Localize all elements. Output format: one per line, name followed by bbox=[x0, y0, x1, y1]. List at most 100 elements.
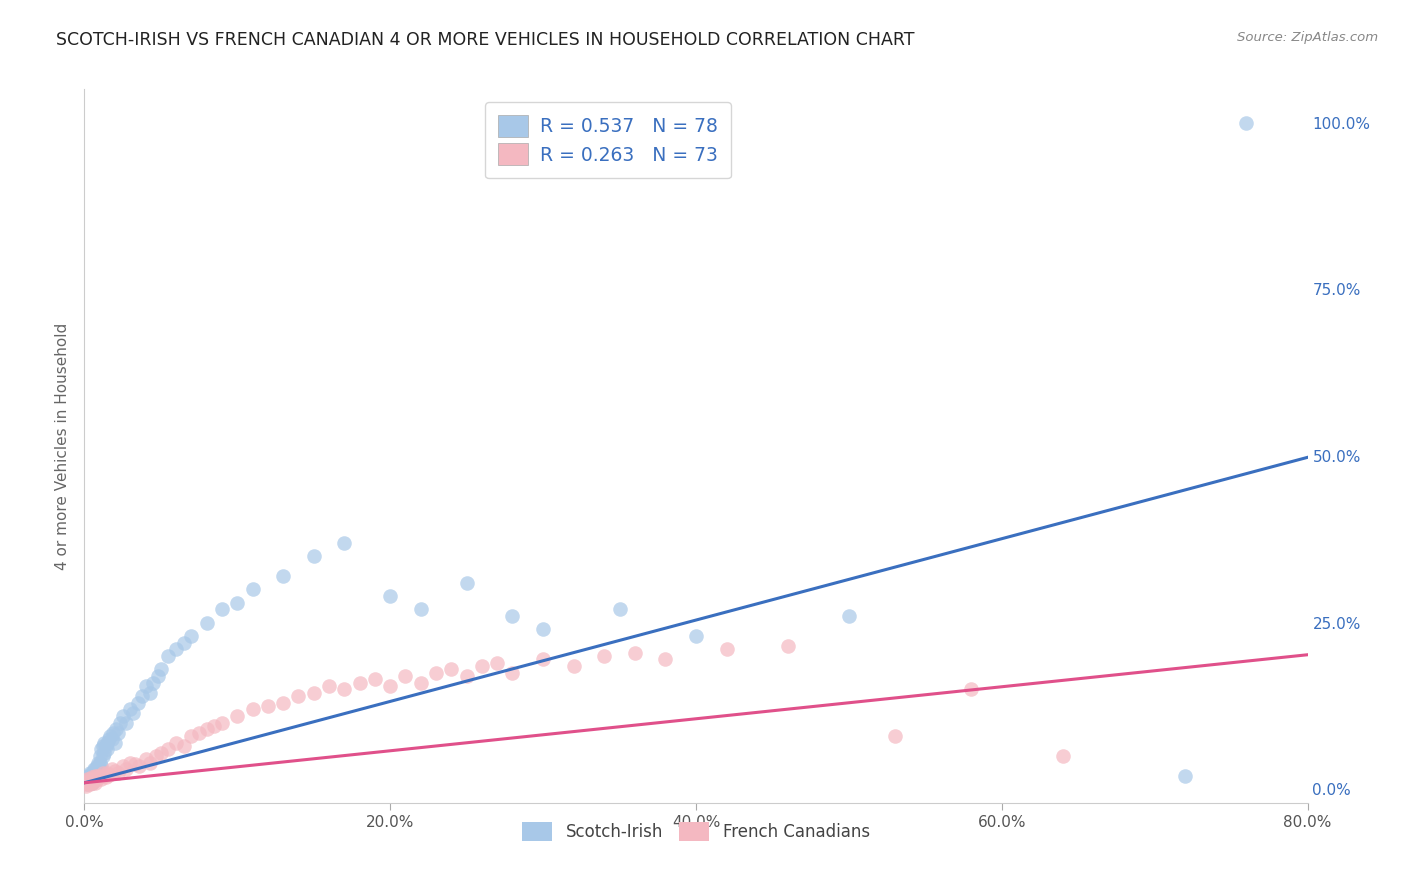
Point bbox=[83, 772, 105, 787]
Point bbox=[75, 772, 97, 787]
Point bbox=[83, 772, 105, 787]
Point bbox=[114, 763, 136, 777]
Point bbox=[87, 771, 110, 785]
Point bbox=[149, 746, 172, 760]
Point bbox=[157, 742, 180, 756]
Point bbox=[425, 665, 447, 680]
Point bbox=[114, 715, 136, 730]
Point bbox=[211, 602, 233, 616]
Point bbox=[84, 772, 107, 787]
Legend: Scotch-Irish, French Canadians: Scotch-Irish, French Canadians bbox=[516, 815, 876, 848]
Point bbox=[776, 639, 799, 653]
Point bbox=[76, 769, 98, 783]
Point bbox=[77, 776, 100, 790]
Point bbox=[76, 774, 98, 789]
Point bbox=[531, 623, 554, 637]
Point bbox=[104, 764, 127, 778]
Point bbox=[135, 679, 157, 693]
Point bbox=[79, 774, 101, 789]
Point bbox=[146, 669, 169, 683]
Point bbox=[77, 772, 100, 787]
Point bbox=[685, 629, 707, 643]
Point bbox=[75, 776, 97, 790]
Point bbox=[1174, 769, 1197, 783]
Point bbox=[76, 777, 98, 791]
Point bbox=[105, 723, 128, 737]
Point bbox=[98, 729, 121, 743]
Point bbox=[89, 769, 111, 783]
Point bbox=[79, 774, 101, 789]
Point bbox=[84, 776, 107, 790]
Point bbox=[271, 569, 294, 583]
Point bbox=[302, 549, 325, 563]
Y-axis label: 4 or more Vehicles in Household: 4 or more Vehicles in Household bbox=[55, 322, 70, 570]
Point bbox=[120, 756, 142, 770]
Point bbox=[101, 763, 124, 777]
Point bbox=[149, 662, 172, 676]
Point bbox=[87, 765, 110, 780]
Point bbox=[562, 659, 585, 673]
Point bbox=[211, 715, 233, 730]
Point bbox=[101, 732, 124, 747]
Point bbox=[180, 729, 202, 743]
Point bbox=[471, 659, 494, 673]
Point bbox=[409, 675, 432, 690]
Point bbox=[127, 696, 149, 710]
Point bbox=[1236, 115, 1258, 129]
Point bbox=[502, 665, 524, 680]
Point bbox=[89, 756, 111, 770]
Point bbox=[111, 709, 134, 723]
Point bbox=[380, 679, 402, 693]
Point bbox=[287, 689, 309, 703]
Point bbox=[90, 759, 112, 773]
Point bbox=[120, 702, 142, 716]
Point bbox=[86, 765, 108, 780]
Point bbox=[93, 736, 115, 750]
Point bbox=[76, 777, 98, 791]
Point bbox=[86, 769, 108, 783]
Point bbox=[80, 769, 103, 783]
Point bbox=[139, 756, 162, 770]
Point bbox=[94, 739, 117, 753]
Point bbox=[94, 771, 117, 785]
Point bbox=[79, 765, 101, 780]
Point bbox=[80, 772, 103, 787]
Point bbox=[122, 706, 145, 720]
Point bbox=[456, 575, 478, 590]
Point bbox=[135, 752, 157, 766]
Point bbox=[108, 715, 131, 730]
Point bbox=[440, 662, 463, 676]
Point bbox=[80, 776, 103, 790]
Point bbox=[90, 772, 112, 787]
Point bbox=[79, 771, 101, 785]
Point bbox=[165, 642, 187, 657]
Point bbox=[84, 769, 107, 783]
Point bbox=[195, 723, 218, 737]
Point bbox=[107, 765, 129, 780]
Point bbox=[86, 769, 108, 783]
Point bbox=[89, 749, 111, 764]
Point bbox=[157, 649, 180, 664]
Point bbox=[107, 725, 129, 739]
Point bbox=[87, 756, 110, 770]
Point bbox=[91, 749, 114, 764]
Point bbox=[76, 772, 98, 787]
Point bbox=[139, 686, 162, 700]
Point bbox=[202, 719, 225, 733]
Point bbox=[86, 759, 108, 773]
Point bbox=[593, 649, 616, 664]
Point bbox=[531, 652, 554, 666]
Point bbox=[654, 652, 676, 666]
Point bbox=[394, 669, 416, 683]
Point bbox=[96, 736, 118, 750]
Point bbox=[128, 759, 150, 773]
Point bbox=[142, 675, 165, 690]
Point bbox=[195, 615, 218, 630]
Point bbox=[96, 742, 118, 756]
Point bbox=[271, 696, 294, 710]
Point bbox=[624, 646, 647, 660]
Point bbox=[145, 749, 167, 764]
Point bbox=[165, 736, 187, 750]
Point bbox=[124, 757, 146, 772]
Point bbox=[242, 702, 264, 716]
